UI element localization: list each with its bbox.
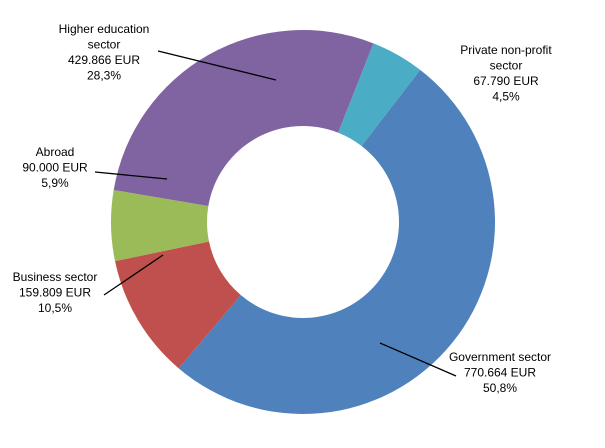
data-label-abroad: Abroad 90.000 EUR 5,9% [22, 145, 88, 190]
data-label-line: 28,3% [87, 69, 121, 83]
data-label-line: 90.000 EUR [22, 161, 88, 175]
leader-line-higher-education [157, 50, 277, 81]
data-label-line: 429.866 EUR [68, 53, 140, 67]
data-labels: Government sector 770.664 EUR 50,8% Busines… [13, 22, 553, 395]
data-label-government: Government sector 770.664 EUR 50,8% [449, 350, 551, 395]
data-label-private-non-profit: Private non-profit sector 67.790 EUR 4,5% [460, 43, 552, 104]
data-label-line: 159.809 EUR [19, 286, 91, 300]
slice-higher-education [113, 30, 374, 207]
data-label-line: 67.790 EUR [473, 74, 539, 88]
slice-abroad [110, 190, 210, 262]
data-label-line: Higher education [59, 22, 150, 36]
data-label-line: sector [88, 38, 121, 52]
data-label-line: 10,5% [38, 301, 72, 315]
data-label-line: sector [490, 59, 523, 73]
data-label-line: 5,9% [41, 176, 69, 190]
data-label-line: 770.664 EUR [464, 366, 536, 380]
data-label-line: Abroad [36, 145, 75, 159]
data-label-line: 4,5% [492, 90, 520, 104]
data-label-line: Government sector [449, 350, 551, 364]
data-label-line: 50,8% [483, 381, 517, 395]
data-label-line: Business sector [13, 270, 98, 284]
leader-line-government [379, 342, 457, 377]
data-label-higher-education: Higher education sector 429.866 EUR 28,3% [59, 22, 150, 83]
slice-business [115, 241, 241, 369]
slice-private-non-profit [338, 43, 421, 146]
slice-government [178, 69, 496, 415]
leader-line-business [103, 254, 164, 296]
data-label-line: Private non-profit [460, 43, 552, 57]
donut-slices [110, 30, 496, 415]
leader-line-abroad [94, 171, 168, 180]
data-label-business: Business sector 159.809 EUR 10,5% [13, 270, 98, 315]
leader-lines [94, 50, 457, 377]
